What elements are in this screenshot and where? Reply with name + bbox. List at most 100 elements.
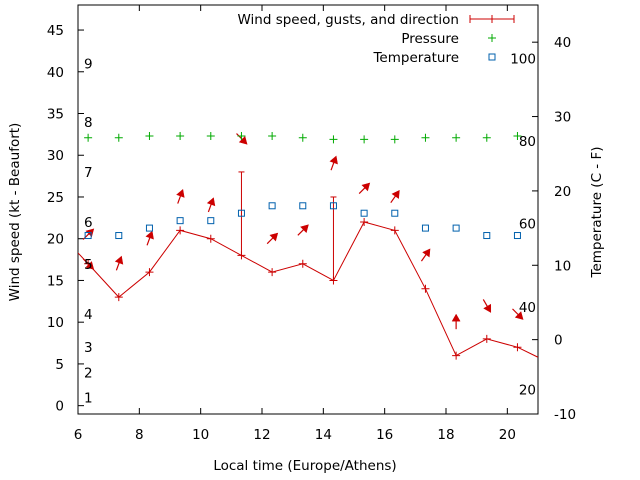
pressure-point (390, 135, 399, 144)
pressure-point (84, 133, 93, 142)
arrow-head (329, 155, 338, 165)
wind-direction-arrow (206, 197, 216, 213)
x-tick-label: 12 (253, 427, 270, 443)
y-tick-label: 25 (47, 190, 64, 206)
x-tick-label: 6 (74, 427, 83, 443)
x-tick-label: 8 (135, 427, 144, 443)
x-tick-label: 16 (376, 427, 393, 443)
beaufort-label: 6 (84, 215, 93, 231)
wind-speed-point (176, 226, 185, 235)
arrow-head (238, 135, 248, 145)
series-layer (78, 132, 538, 360)
pressure-point (482, 133, 491, 142)
fahrenheit-label: 100 (510, 52, 536, 68)
y2-axis-label: Temperature (C - F) (589, 147, 605, 279)
temperature-point (176, 217, 184, 225)
pressure-point (452, 133, 461, 142)
fahrenheit-label: 60 (519, 217, 536, 233)
fahrenheit-label: 20 (519, 382, 536, 398)
wind-direction-arrow (329, 155, 338, 171)
arrow-head (206, 197, 216, 207)
y2-tick-label: 10 (554, 258, 571, 274)
pressure-point (145, 132, 154, 141)
x-axis-label: Local time (Europe/Athens) (213, 458, 396, 474)
y2-tick-label: -10 (554, 407, 576, 423)
y-tick-label: 5 (55, 357, 64, 373)
wind-direction-arrow (512, 308, 524, 320)
wind-speed-point (421, 284, 430, 293)
wind-direction-arrow (266, 232, 279, 245)
wind-speed-point (482, 334, 491, 343)
wind-speed-point (513, 343, 522, 352)
pressure-point (237, 132, 246, 141)
arrow-head (361, 182, 371, 192)
legend: Wind speed, gusts, and direction Pressure… (237, 12, 515, 66)
y2-tick-label: 30 (554, 110, 571, 126)
legend-label: Pressure (401, 31, 459, 47)
axes-layer: 6 8 10 12 14 16 18 20051015202530354045-1001020… (47, 4, 576, 443)
arrow-head (85, 261, 95, 270)
legend-pressure-marker (488, 34, 496, 42)
temperature-point (115, 232, 123, 240)
temperature-point (84, 232, 92, 240)
pressure-point (329, 135, 338, 144)
temperature-point (299, 202, 307, 210)
temperature-point (268, 202, 276, 210)
temperature-point (513, 232, 521, 240)
temperature-point (483, 232, 491, 240)
arrow-head (422, 248, 431, 258)
y2-tick-label: 40 (554, 35, 571, 51)
beaufort-label: 2 (84, 365, 93, 381)
legend-wind-marker (488, 15, 496, 23)
pressure-point (298, 133, 307, 142)
legend-label: Wind speed, gusts, and direction (237, 12, 459, 28)
x-tick-label: 18 (437, 427, 454, 443)
y2-tick-label: 20 (554, 184, 571, 200)
y-tick-label: 40 (47, 65, 64, 81)
wind-direction-arrow (145, 230, 154, 246)
legend-temperature-marker (488, 53, 496, 61)
y-tick-label: 10 (47, 315, 64, 331)
pressure-point (114, 133, 123, 142)
pressure-point (513, 132, 522, 141)
wind-direction-arrow (297, 224, 309, 236)
arrow-head (176, 188, 185, 198)
wind-speed-point (145, 268, 154, 277)
pressure-point (206, 132, 215, 141)
arrow-head (300, 224, 309, 233)
wind-direction-arrow (236, 133, 248, 145)
wind-direction-arrow (420, 248, 431, 262)
temperature-point (145, 224, 153, 232)
temperature-point (329, 202, 337, 210)
wind-speed-point (360, 218, 369, 227)
fahrenheit-label: 40 (519, 300, 536, 316)
wind-direction-arrow (176, 188, 185, 204)
beaufort-label: 7 (84, 165, 93, 181)
wind-speed-line (78, 221, 538, 358)
wind-direction-arrow (114, 255, 124, 271)
temperature-point (391, 209, 399, 217)
wind-speed-point (206, 234, 215, 243)
beaufort-label: 4 (84, 307, 93, 323)
fahrenheit-label: 80 (519, 134, 536, 150)
x-tick-label: 20 (499, 427, 516, 443)
arrow-head (269, 232, 279, 242)
x-tick-label: 14 (315, 427, 332, 443)
y-tick-label: 30 (47, 148, 64, 164)
y-tick-label: 35 (47, 107, 64, 123)
wind-direction-arrow (82, 258, 95, 270)
wind-direction-arrow (358, 182, 371, 195)
plot-border (77, 4, 539, 415)
wind-speed-point (114, 293, 123, 302)
temperature-point (360, 209, 368, 217)
legend-label: Temperature (372, 50, 459, 66)
pressure-point (176, 132, 185, 141)
y-axis-label: Wind speed (kt - Beaufort) (7, 123, 23, 302)
wind-direction-arrow (451, 313, 461, 330)
y-tick-label: 20 (47, 232, 64, 248)
y-tick-label: 15 (47, 273, 64, 289)
y-tick-label: 45 (47, 23, 64, 39)
wind-speed-point (390, 226, 399, 235)
y-tick-label: 0 (55, 399, 64, 415)
